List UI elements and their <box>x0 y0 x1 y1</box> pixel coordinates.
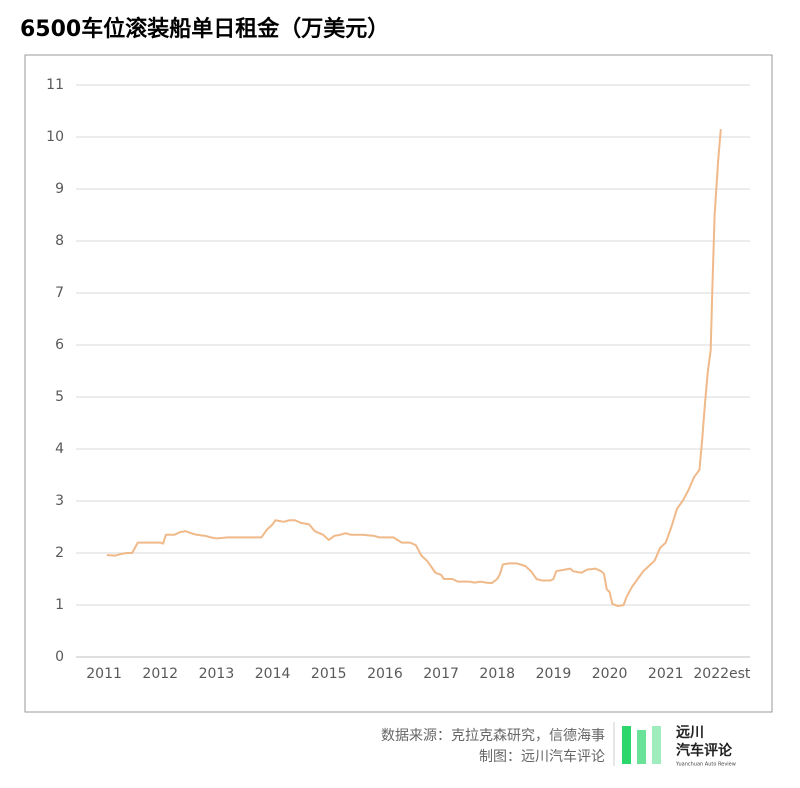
x-tick-label: 2018 <box>479 666 515 682</box>
credit-note: 制图：远川汽车评论 <box>479 748 605 765</box>
x-tick-label: 2020 <box>592 666 628 682</box>
x-tick-label: 2012 <box>142 666 178 682</box>
x-tick-label: 2021 <box>648 666 684 682</box>
y-tick-label: 7 <box>55 285 64 301</box>
y-tick-label: 3 <box>55 493 64 509</box>
chart-frame <box>24 54 773 713</box>
y-tick-label: 5 <box>55 389 64 405</box>
x-tick-label: 2011 <box>86 666 122 682</box>
chart-title: 6500车位滚装船单日租金（万美元） <box>20 16 389 42</box>
y-tick-label: 10 <box>46 129 64 145</box>
logo-bars <box>622 726 661 764</box>
y-tick-label: 1 <box>55 597 64 613</box>
logo-name: 远川 <box>676 725 704 741</box>
logo-sub: 汽车评论 <box>676 742 733 759</box>
x-tick-label: 2014 <box>255 666 291 682</box>
data-line <box>106 129 722 608</box>
x-tick-label: 2017 <box>423 666 459 682</box>
x-tick-label: 2013 <box>199 666 235 682</box>
x-tick-label: 2022est <box>693 666 751 682</box>
y-tick-label: 9 <box>55 181 64 197</box>
x-tick-label: 2016 <box>367 666 403 682</box>
source-note: 数据来源：克拉克森研究，信德海事 <box>381 728 605 744</box>
logo-en: Yuanchuan Auto Review <box>675 762 736 768</box>
y-tick-label: 4 <box>55 441 64 457</box>
y-tick-label: 0 <box>55 649 64 665</box>
x-tick-label: 2015 <box>311 666 347 682</box>
y-tick-label: 2 <box>55 545 64 561</box>
x-tick-label: 2019 <box>536 666 572 682</box>
y-tick-label: 6 <box>55 337 64 353</box>
y-tick-label: 11 <box>46 77 64 93</box>
y-tick-label: 8 <box>55 233 64 249</box>
